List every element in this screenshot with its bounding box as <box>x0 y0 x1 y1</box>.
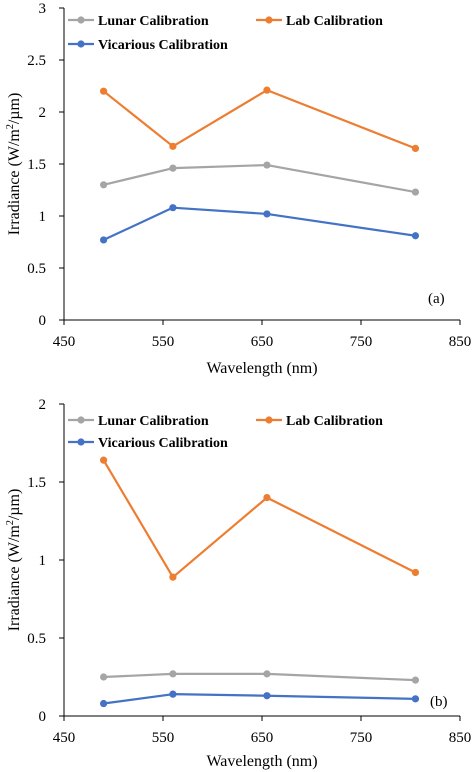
x-tick-label: 850 <box>449 730 472 746</box>
y-tick-label: 0 <box>39 313 47 329</box>
legend-label-lab-calibration: Lab Calibration <box>286 414 383 429</box>
data-point-vicarious-calibration <box>169 690 177 698</box>
x-tick-label: 650 <box>251 334 274 350</box>
data-point-lunar-calibration <box>263 161 271 169</box>
y-axis-title-superscript: 2 <box>5 520 16 525</box>
series-line-lunar-calibration <box>103 163 416 194</box>
data-point-lunar-calibration <box>169 164 177 172</box>
y-axis-title-tail: /µm) <box>6 489 23 520</box>
y-tick-label: 1 <box>39 553 47 569</box>
legend-marker-lunar-calibration <box>77 16 85 24</box>
x-tick-label: 450 <box>53 334 76 350</box>
data-point-vicarious-calibration <box>411 232 420 240</box>
data-point-lunar-calibration <box>411 676 420 684</box>
chart-panel-a: 0 0.5 1 1.5 2 2.5 3 450 550 650 750 850 Wavelength (… <box>5 1 471 377</box>
y-axis-title-superscript: 2 <box>5 124 16 129</box>
y-tick-label: 0.5 <box>27 261 46 277</box>
data-point-vicarious-calibration <box>169 204 177 212</box>
data-point-vicarious-calibration <box>100 699 108 708</box>
legend-marker-lunar-calibration <box>77 416 85 424</box>
x-tick-label: 750 <box>350 730 373 746</box>
legend-label-vicarious-calibration: Vicarious Calibration <box>98 436 228 451</box>
chart-panel-b: 0 0.5 1 1.5 2 450 550 650 750 850 Wavelength (nm) I… <box>5 397 471 770</box>
x-axis-title: Wavelength (nm) <box>206 753 317 770</box>
x-tick-label: 550 <box>152 730 175 746</box>
y-axis-title: Irradiance (W/m2/µm) <box>5 93 23 236</box>
data-point-lab-calibration <box>100 456 108 464</box>
y-axis-title-main: Irradiance (W/m <box>6 129 23 236</box>
data-point-lab-calibration <box>411 568 420 577</box>
y-tick-label: 3 <box>39 1 47 17</box>
legend-label-vicarious-calibration: Vicarious Calibration <box>98 38 228 53</box>
panel-label: (b) <box>430 694 448 710</box>
legend-marker-vicarious-calibration <box>77 438 85 446</box>
data-point-lunar-calibration <box>100 181 108 189</box>
y-tick-label: 1.5 <box>27 475 46 491</box>
data-point-vicarious-calibration <box>100 236 108 244</box>
y-axis-title: Irradiance (W/m2/µm) <box>5 489 23 632</box>
data-point-lab-calibration <box>169 573 177 581</box>
data-point-vicarious-calibration <box>263 692 271 700</box>
data-point-lunar-calibration <box>100 673 108 681</box>
x-tick-label: 650 <box>251 730 274 746</box>
y-tick-label: 1.5 <box>27 157 46 173</box>
y-tick-label: 0 <box>39 709 47 725</box>
series-line-lab-calibration <box>102 89 416 150</box>
legend-label-lab-calibration: Lab Calibration <box>286 14 383 29</box>
data-point-lab-calibration <box>263 494 271 502</box>
y-tick-label: 2 <box>39 105 47 121</box>
legend-marker-lab-calibration <box>265 416 273 424</box>
y-tick-label: 2.5 <box>27 53 46 69</box>
data-point-lunar-calibration <box>169 670 177 678</box>
series-line-vicarious-calibration <box>103 693 416 705</box>
x-axis-title: Wavelength (nm) <box>206 360 317 377</box>
data-point-vicarious-calibration <box>263 210 271 218</box>
y-tick-label: 2 <box>39 397 47 413</box>
y-tick-label: 0.5 <box>27 631 46 647</box>
data-point-lab-calibration <box>263 86 271 94</box>
data-point-lunar-calibration <box>263 670 271 678</box>
x-tick-label: 850 <box>449 334 472 350</box>
panel-label: (a) <box>428 291 445 307</box>
legend-marker-vicarious-calibration <box>77 40 85 48</box>
series-line-vicarious-calibration <box>103 206 416 241</box>
y-axis-title-main: Irradiance (W/m <box>6 525 23 632</box>
series-line-lunar-calibration <box>103 672 416 682</box>
data-point-vicarious-calibration <box>411 695 420 703</box>
legend-marker-lab-calibration <box>265 16 273 24</box>
x-tick-label: 750 <box>350 334 373 350</box>
data-point-lab-calibration <box>411 144 420 152</box>
y-tick-label: 1 <box>39 209 47 225</box>
data-point-lab-calibration <box>169 142 177 150</box>
data-point-lab-calibration <box>100 87 108 95</box>
data-point-lunar-calibration <box>411 188 420 196</box>
series-line-lab-calibration <box>102 459 416 579</box>
y-axis-title-tail: /µm) <box>6 93 23 124</box>
x-tick-label: 550 <box>152 334 175 350</box>
legend-label-lunar-calibration: Lunar Calibration <box>98 414 209 429</box>
legend-label-lunar-calibration: Lunar Calibration <box>98 14 209 29</box>
x-tick-label: 450 <box>53 730 76 746</box>
